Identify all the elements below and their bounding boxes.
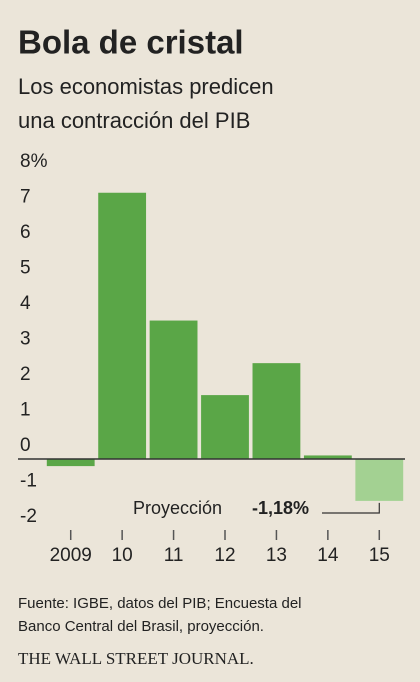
x-tick-label: 10 (112, 545, 133, 566)
x-tick-label: 13 (266, 545, 287, 566)
bar (46, 459, 95, 467)
chart-title: Bola de cristal (18, 24, 244, 61)
x-tick-label: 11 (164, 545, 184, 566)
bar (149, 320, 198, 459)
annotation: Proyección (133, 498, 222, 518)
y-tick-label: -2 (20, 506, 37, 527)
source-note: Banco Central del Brasil, proyección. (18, 618, 264, 635)
chart-subtitle: una contracción del PIB (18, 108, 250, 133)
chart-subtitle: Los economistas predicen (18, 74, 274, 99)
y-tick-label: -1 (20, 471, 37, 492)
y-tick-label: 6 (20, 222, 31, 243)
leader-line (322, 502, 380, 514)
y-tick-label: 0 (20, 435, 31, 456)
bar (201, 395, 249, 459)
y-tick-label: 8% (20, 151, 48, 172)
x-tick-label: 12 (214, 545, 235, 566)
value-label: -1,18% (252, 498, 309, 518)
y-tick-label: 4 (20, 293, 31, 314)
y-tick-label: 1 (20, 400, 31, 421)
bar (252, 363, 301, 459)
credit: THE WALL STREET JOURNAL. (18, 649, 254, 668)
y-tick-label: 7 (20, 187, 31, 208)
source-note: Fuente: IGBE, datos del PIB; Encuesta de… (18, 595, 302, 612)
bar (303, 455, 352, 459)
bar (355, 459, 404, 501)
y-tick-label: 5 (20, 258, 31, 279)
x-tick-label: 15 (369, 545, 390, 566)
y-tick-label: 3 (20, 329, 31, 350)
bar (98, 192, 147, 459)
y-tick-label: 2 (20, 364, 31, 385)
x-tick-label: 2009 (50, 545, 92, 566)
x-tick-label: 14 (317, 545, 339, 566)
